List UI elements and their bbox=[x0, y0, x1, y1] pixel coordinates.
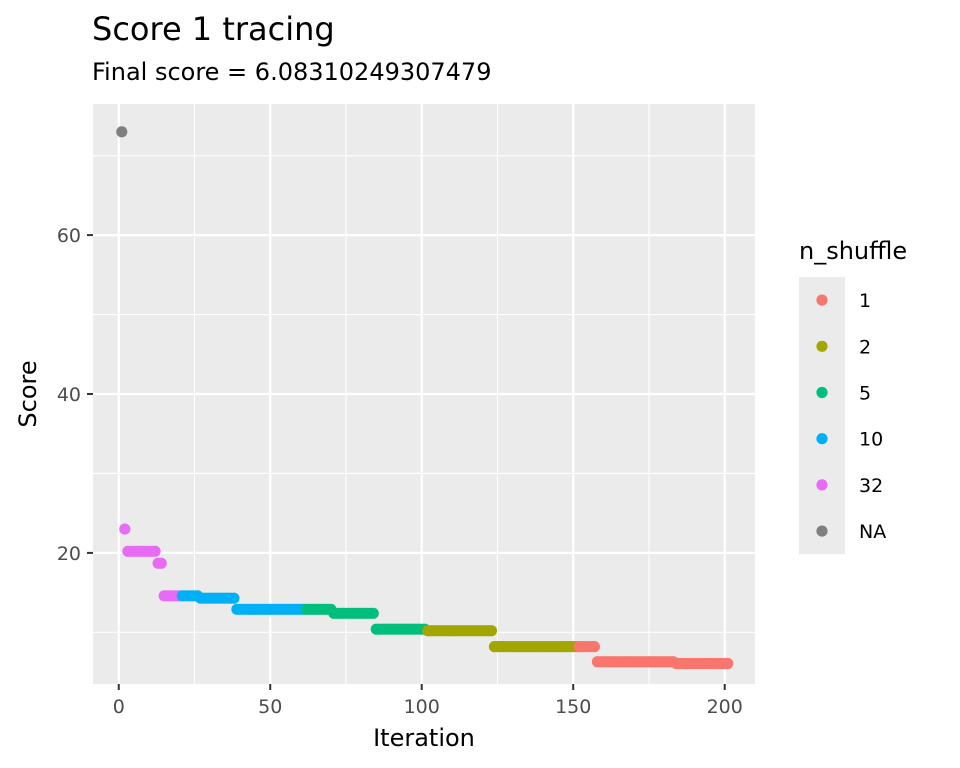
data-point-5 bbox=[367, 607, 379, 619]
data-point-2 bbox=[485, 625, 498, 637]
axes: 0 50 100 150 200 20 40 60 bbox=[57, 225, 743, 718]
chart-subtitle: Final score = 6.08310249307479 bbox=[92, 58, 492, 86]
data-point-32 bbox=[119, 523, 131, 535]
legend-label-2: 2 bbox=[859, 336, 871, 358]
legend: n_shuffle 1 2 5 10 32 NA bbox=[799, 237, 907, 555]
data-points bbox=[116, 126, 734, 670]
data-point-10 bbox=[228, 592, 240, 604]
x-tick-label: 100 bbox=[404, 696, 440, 718]
legend-title: n_shuffle bbox=[799, 237, 907, 265]
data-point-32 bbox=[155, 557, 167, 569]
data-point-32 bbox=[149, 545, 161, 557]
legend-keys-background bbox=[799, 277, 845, 555]
data-point-1 bbox=[722, 657, 734, 670]
legend-key-NA bbox=[816, 525, 828, 537]
x-tick-label: 50 bbox=[258, 696, 282, 718]
legend-key-32 bbox=[816, 479, 828, 491]
y-tick-label: 40 bbox=[57, 384, 81, 406]
legend-key-10 bbox=[816, 433, 828, 445]
legend-label-NA: NA bbox=[859, 521, 886, 543]
legend-label-1: 1 bbox=[859, 290, 871, 312]
x-tick-label: 200 bbox=[707, 696, 743, 718]
x-tick-label: 150 bbox=[555, 696, 591, 718]
chart-title: Score 1 tracing bbox=[92, 10, 335, 48]
y-axis-title: Score bbox=[14, 360, 42, 427]
y-tick-label: 20 bbox=[57, 543, 81, 565]
data-point-1 bbox=[588, 641, 601, 653]
x-tick-label: 0 bbox=[113, 696, 125, 718]
legend-key-1 bbox=[816, 294, 828, 306]
data-point-NA bbox=[116, 126, 128, 138]
major-gridlines bbox=[93, 104, 755, 684]
legend-key-2 bbox=[816, 340, 828, 352]
y-tick-label: 60 bbox=[57, 225, 81, 247]
x-axis-title: Iteration bbox=[373, 724, 475, 752]
legend-label-10: 10 bbox=[859, 429, 883, 451]
legend-label-32: 32 bbox=[859, 475, 883, 497]
legend-key-5 bbox=[816, 386, 828, 399]
legend-label-5: 5 bbox=[859, 383, 871, 405]
